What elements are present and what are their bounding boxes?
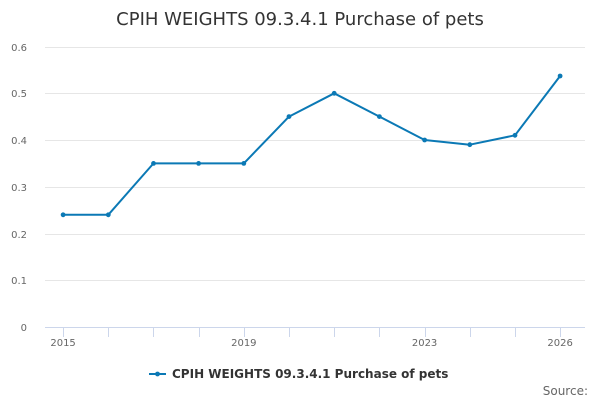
x-tick-label: 2015 (50, 338, 75, 349)
data-point[interactable] (60, 212, 66, 218)
x-axis: 2015 2019 2023 2026 (45, 327, 585, 349)
y-tick-label: 0.6 (11, 43, 27, 54)
y-tick-label: 0.4 (11, 136, 27, 147)
series-line-group (60, 73, 563, 218)
data-point[interactable] (241, 161, 247, 166)
data-point[interactable] (151, 161, 156, 166)
y-tick-label: 0.1 (11, 276, 27, 287)
y-tick-label: 0.3 (11, 183, 27, 194)
y-tick-label: 0.2 (11, 230, 27, 241)
legend[interactable]: CPIH WEIGHTS 09.3.4.1 Purchase of pets (149, 367, 448, 381)
x-tick-label: 2026 (547, 338, 572, 349)
data-point[interactable] (557, 73, 563, 79)
legend-marker (155, 371, 160, 377)
data-point[interactable] (512, 132, 518, 138)
chart-title: CPIH WEIGHTS 09.3.4.1 Purchase of pets (116, 9, 484, 30)
gridlines: 0 0.1 0.2 0.3 0.4 0.5 0.6 (11, 43, 585, 334)
y-tick-label: 0 (21, 323, 27, 334)
series-line[interactable] (62, 75, 562, 216)
data-point[interactable] (377, 114, 382, 119)
x-tick-label: 2023 (412, 338, 437, 349)
data-point[interactable] (422, 137, 427, 143)
data-point[interactable] (286, 114, 292, 119)
legend-label: CPIH WEIGHTS 09.3.4.1 Purchase of pets (172, 367, 448, 381)
data-point[interactable] (331, 90, 337, 96)
y-tick-label: 0.5 (11, 89, 27, 100)
data-point[interactable] (196, 161, 202, 166)
data-point[interactable] (105, 212, 111, 218)
data-point[interactable] (467, 142, 473, 148)
source-label: Source: (543, 384, 588, 398)
x-tick-label: 2019 (231, 338, 256, 349)
